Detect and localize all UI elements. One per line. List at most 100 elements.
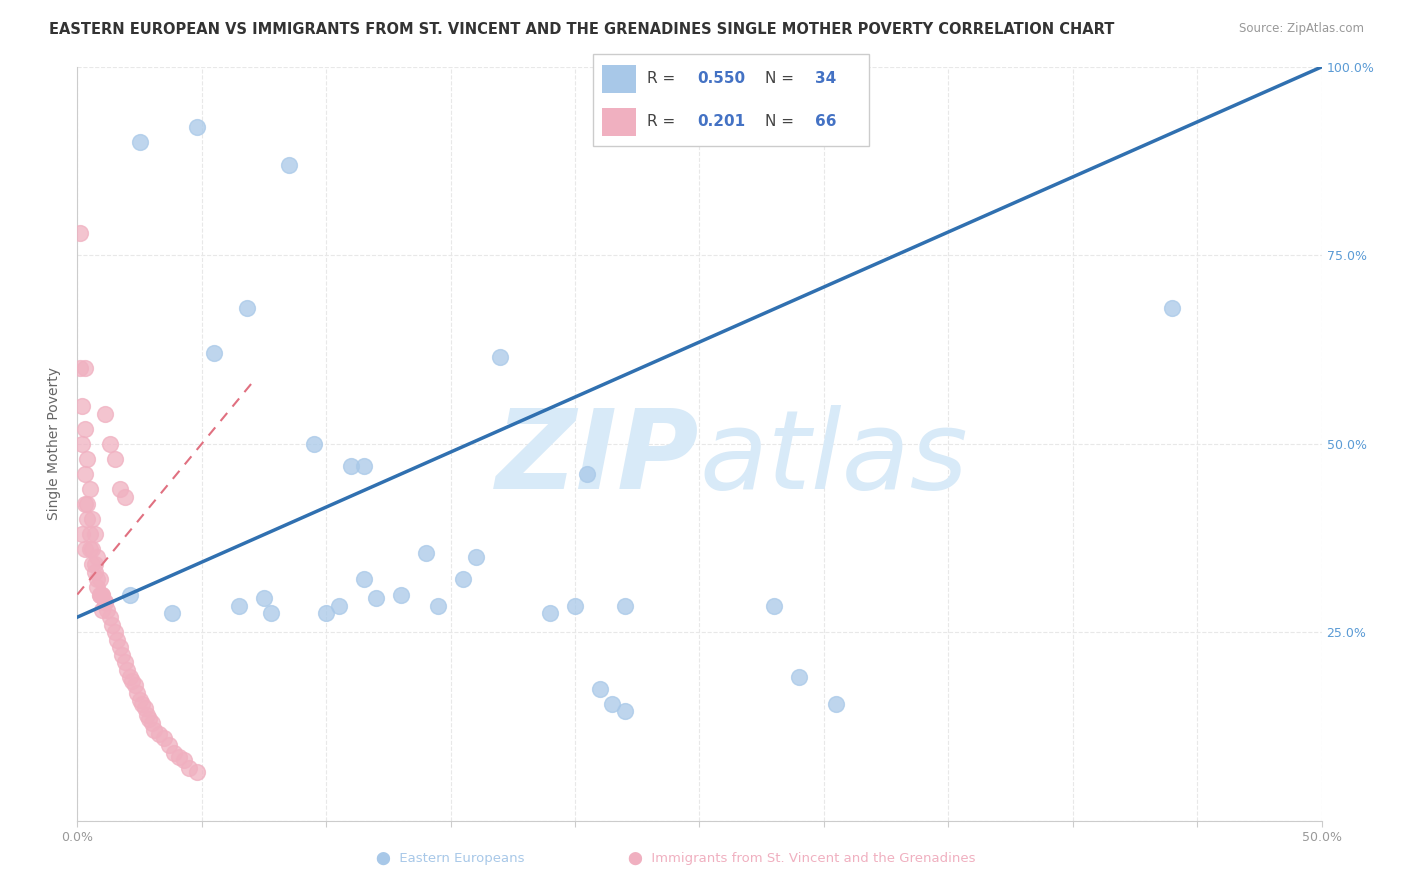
Point bbox=[340, 459, 363, 474]
Point bbox=[104, 451, 127, 466]
Point bbox=[173, 753, 195, 767]
Point bbox=[76, 451, 98, 466]
Point bbox=[93, 595, 115, 609]
Point bbox=[76, 497, 98, 511]
Point bbox=[86, 549, 108, 564]
Point bbox=[128, 135, 150, 149]
Point bbox=[353, 459, 375, 474]
Point bbox=[364, 591, 387, 606]
Point bbox=[157, 739, 180, 753]
Point bbox=[228, 599, 250, 613]
Point bbox=[464, 549, 486, 564]
Point bbox=[235, 301, 257, 315]
Point bbox=[79, 527, 101, 541]
Point bbox=[114, 656, 136, 670]
Point bbox=[96, 602, 118, 616]
Point bbox=[93, 595, 115, 609]
Point bbox=[73, 497, 96, 511]
Point bbox=[602, 697, 624, 711]
Point bbox=[76, 512, 98, 526]
Text: ZIP: ZIP bbox=[496, 405, 700, 512]
Point bbox=[73, 361, 96, 376]
Point bbox=[89, 573, 111, 587]
Point bbox=[82, 558, 104, 572]
Point bbox=[101, 617, 124, 632]
Point bbox=[83, 527, 105, 541]
Point bbox=[111, 648, 134, 662]
Bar bbox=[602, 65, 636, 93]
Point bbox=[72, 437, 94, 451]
Point bbox=[89, 588, 111, 602]
Point bbox=[1161, 301, 1184, 315]
Point bbox=[186, 764, 208, 779]
Point bbox=[69, 361, 91, 376]
Point bbox=[148, 727, 170, 741]
Text: 0.201: 0.201 bbox=[697, 114, 745, 129]
Point bbox=[825, 697, 848, 711]
Point bbox=[118, 670, 141, 684]
Point bbox=[564, 599, 586, 613]
Point bbox=[124, 678, 146, 692]
Text: R =: R = bbox=[647, 114, 685, 129]
Text: ⬤  Immigrants from St. Vincent and the Grenadines: ⬤ Immigrants from St. Vincent and the Gr… bbox=[627, 852, 976, 864]
Point bbox=[98, 437, 121, 451]
Point bbox=[82, 512, 104, 526]
Point bbox=[253, 591, 276, 606]
Bar bbox=[602, 108, 636, 136]
Point bbox=[83, 565, 105, 579]
Point bbox=[451, 573, 474, 587]
Point bbox=[73, 422, 96, 436]
Point bbox=[179, 761, 201, 775]
Point bbox=[93, 407, 115, 421]
Point bbox=[91, 588, 114, 602]
Point bbox=[186, 120, 208, 135]
Point bbox=[153, 731, 176, 745]
Point bbox=[108, 640, 131, 655]
Point bbox=[415, 546, 437, 560]
Point bbox=[260, 607, 283, 621]
Point bbox=[73, 467, 96, 481]
Point bbox=[105, 632, 128, 647]
Point bbox=[73, 542, 96, 557]
Point bbox=[315, 607, 337, 621]
Point bbox=[613, 599, 636, 613]
Point bbox=[277, 158, 299, 172]
Point bbox=[79, 542, 101, 557]
Point bbox=[163, 746, 186, 760]
Point bbox=[138, 712, 160, 726]
Point bbox=[576, 467, 599, 481]
Point bbox=[202, 346, 225, 360]
Point bbox=[141, 715, 163, 730]
Text: Source: ZipAtlas.com: Source: ZipAtlas.com bbox=[1239, 22, 1364, 36]
Text: 0.550: 0.550 bbox=[697, 71, 745, 87]
Text: N =: N = bbox=[765, 114, 799, 129]
Point bbox=[114, 490, 136, 504]
Text: ⬤  Eastern Europeans: ⬤ Eastern Europeans bbox=[375, 852, 524, 864]
Point bbox=[108, 482, 131, 496]
Point bbox=[143, 723, 166, 738]
Point bbox=[121, 674, 143, 689]
Text: atlas: atlas bbox=[700, 405, 969, 512]
Point bbox=[427, 599, 450, 613]
Point bbox=[118, 588, 141, 602]
Point bbox=[91, 602, 114, 616]
Point bbox=[353, 573, 375, 587]
Point bbox=[136, 708, 159, 723]
Text: 34: 34 bbox=[815, 71, 837, 87]
Point bbox=[98, 610, 121, 624]
Point bbox=[104, 625, 127, 640]
Y-axis label: Single Mother Poverty: Single Mother Poverty bbox=[48, 368, 62, 520]
Point bbox=[115, 663, 138, 677]
Point bbox=[787, 670, 810, 684]
Point bbox=[538, 607, 561, 621]
Point bbox=[128, 693, 150, 707]
Point bbox=[125, 685, 148, 699]
Point bbox=[69, 226, 91, 240]
Text: EASTERN EUROPEAN VS IMMIGRANTS FROM ST. VINCENT AND THE GRENADINES SINGLE MOTHER: EASTERN EUROPEAN VS IMMIGRANTS FROM ST. … bbox=[49, 22, 1115, 37]
Point bbox=[613, 704, 636, 718]
Point bbox=[131, 697, 153, 711]
Point bbox=[589, 681, 612, 696]
Point bbox=[160, 607, 183, 621]
Point bbox=[328, 599, 350, 613]
Point bbox=[169, 749, 191, 764]
